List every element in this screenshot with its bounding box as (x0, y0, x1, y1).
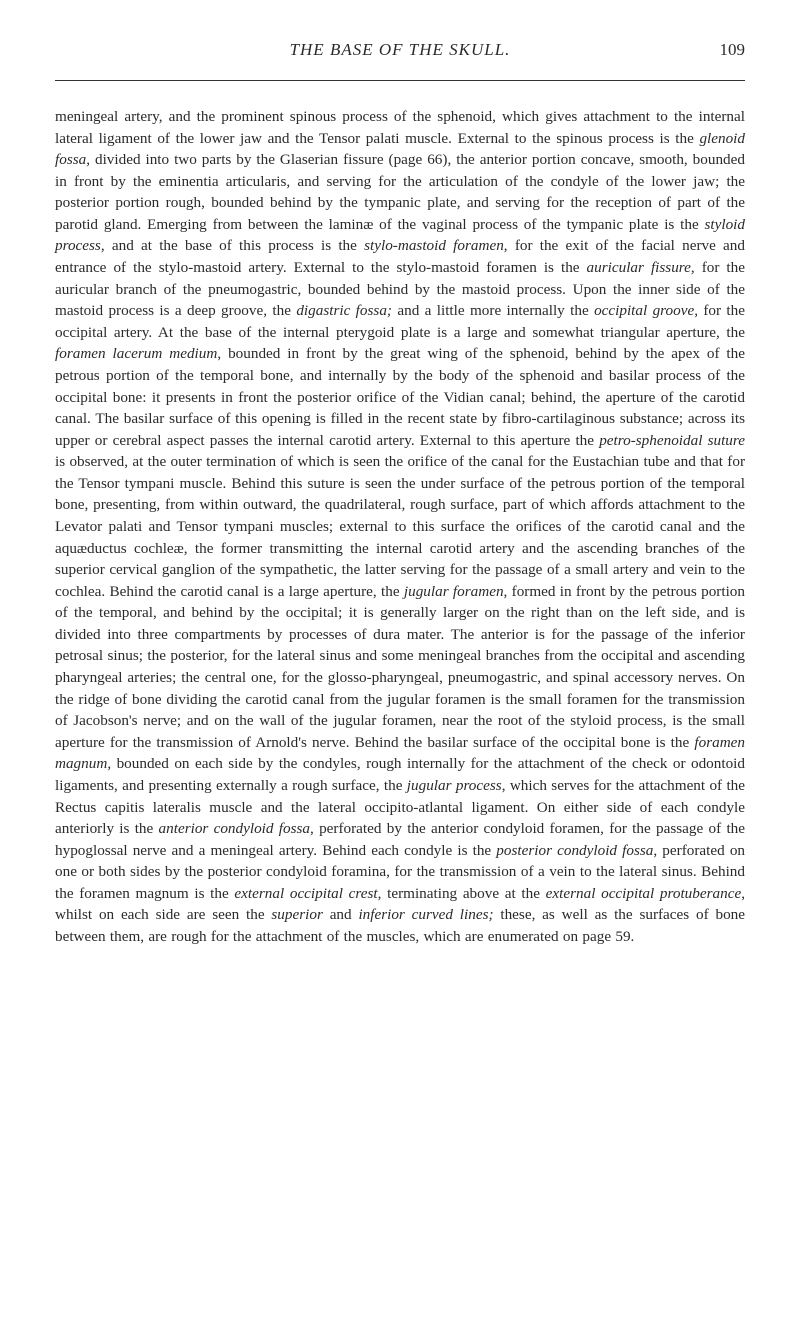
body-paragraph: meningeal artery, and the prominent spin… (55, 106, 745, 948)
header-title: THE BASE OF THE SKULL. (290, 40, 511, 60)
page-header: THE BASE OF THE SKULL. 109 (55, 40, 745, 60)
header-rule (55, 80, 745, 81)
page-number: 109 (720, 40, 746, 60)
